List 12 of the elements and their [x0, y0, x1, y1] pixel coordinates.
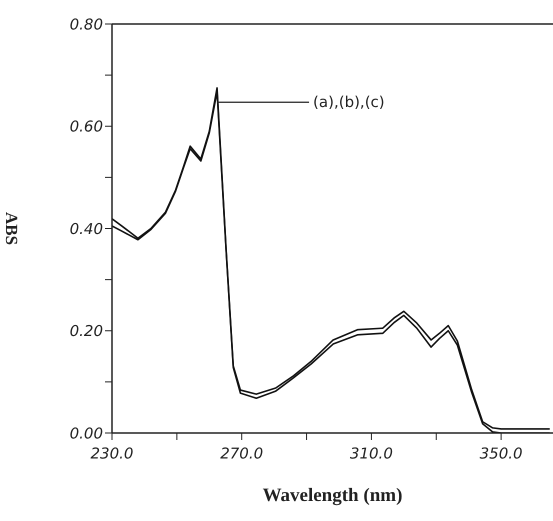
- y-tick-label: 0.00: [70, 424, 103, 442]
- x-tick-label: 270.0: [220, 444, 264, 463]
- x-axis-title: Wavelength (nm): [262, 485, 402, 506]
- x-tick-label: 350.0: [480, 444, 523, 463]
- x-tick-label: 230.0: [90, 444, 134, 463]
- y-tick-label: 0.20: [70, 322, 103, 340]
- y-tick-label: 0.40: [70, 220, 103, 238]
- y-tick-label: 0.80: [70, 15, 103, 34]
- annotation: (a),(b),(c): [313, 93, 385, 112]
- y-tick-label: 0.60: [70, 118, 103, 136]
- x-tick-label: 310.0: [350, 444, 393, 463]
- y-axis-title: ABS: [2, 212, 21, 246]
